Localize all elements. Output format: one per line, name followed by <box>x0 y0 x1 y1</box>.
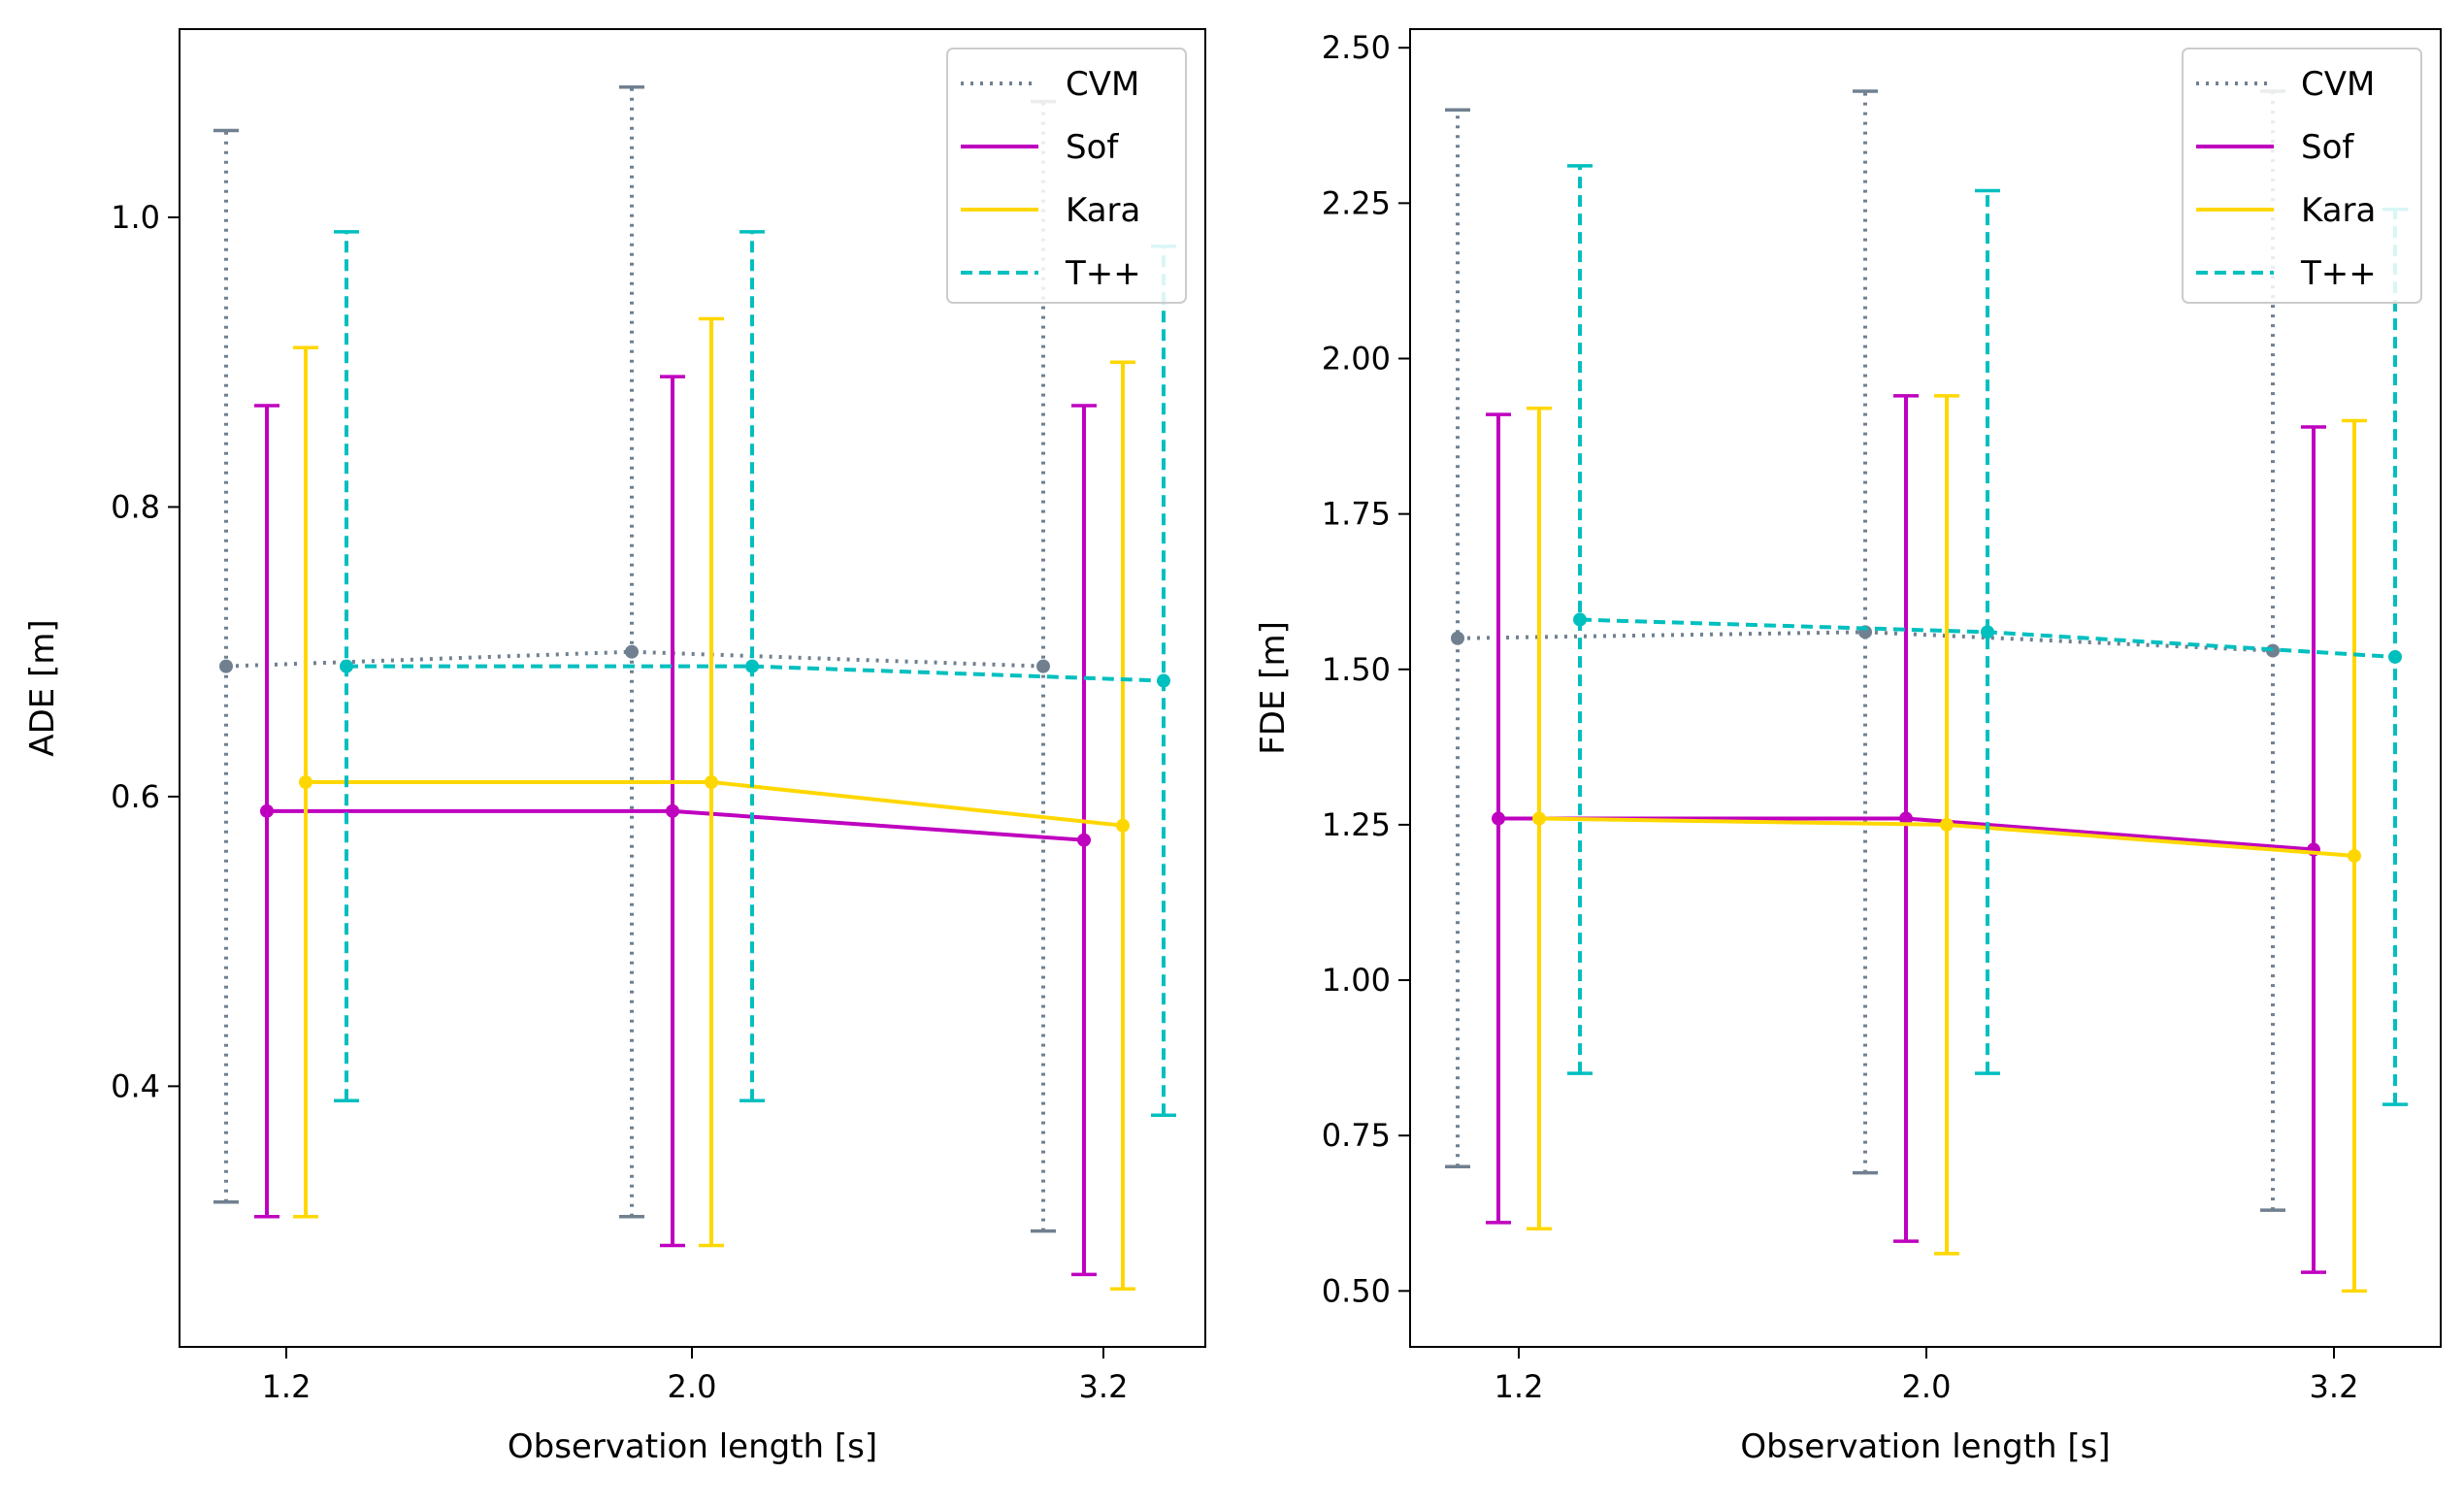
legend-label: CVM <box>1066 65 1139 104</box>
data-point <box>2348 848 2361 863</box>
y-tick-label: 1.50 <box>1322 651 1391 688</box>
data-point <box>1451 631 1464 645</box>
x-tick-label: 2.0 <box>668 1368 717 1405</box>
data-point <box>2388 649 2402 664</box>
data-point <box>1940 817 1954 832</box>
y-tick-label: 0.6 <box>111 778 160 815</box>
x-tick-label: 2.0 <box>1902 1368 1952 1405</box>
y-tick-label: 0.4 <box>111 1067 160 1104</box>
legend-label: Sof <box>2301 128 2354 167</box>
legend-label: Kara <box>1066 191 1140 230</box>
legend: CVM Sof Kara T++ <box>946 48 1187 304</box>
x-tick-label: 1.2 <box>1495 1368 1544 1405</box>
series-line <box>225 649 1044 669</box>
x-tick-label: 3.2 <box>2310 1368 2359 1405</box>
y-tick-label: 1.00 <box>1322 962 1391 999</box>
legend-box <box>946 48 1187 304</box>
legend-label: Kara <box>2301 191 2376 230</box>
legend-label: Sof <box>1066 128 1119 167</box>
data-point <box>260 803 274 818</box>
data-point <box>1573 612 1587 627</box>
data-point <box>1899 811 1913 826</box>
chart-panel-ade: 0.4 0.6 0.8 1.0 1.2 2.0 3.2 Observation length … <box>23 28 1206 1466</box>
data-point <box>299 775 312 789</box>
data-point <box>1532 811 1546 826</box>
y-tick-label: 0.8 <box>111 488 160 525</box>
y-tick-label: 1.75 <box>1322 496 1391 533</box>
y-tick-label: 0.50 <box>1322 1272 1391 1309</box>
data-point <box>1116 818 1130 833</box>
data-point <box>1157 673 1170 688</box>
x-tick-label: 1.2 <box>262 1368 312 1405</box>
series-kara <box>293 316 1135 1292</box>
series-sof <box>1486 394 2326 1274</box>
data-point <box>219 659 233 673</box>
y-tick-label: 1.0 <box>111 199 160 236</box>
legend: CVM Sof Kara T++ <box>2182 48 2422 304</box>
series-kara <box>1527 394 2367 1294</box>
y-tick-label: 1.25 <box>1322 806 1391 843</box>
legend-label: T++ <box>1065 254 1141 293</box>
data-point <box>745 659 759 673</box>
series-tplus <box>334 230 1176 1117</box>
series-line <box>306 780 1124 828</box>
legend-label: CVM <box>2301 65 2375 104</box>
chart-panel-fde: 0.50 0.75 1.00 1.25 1.50 1.75 2.00 2.25 2.50 1.2 2… <box>1254 28 2442 1466</box>
y-tick-label: 0.75 <box>1322 1117 1391 1154</box>
series-sof <box>254 375 1097 1277</box>
legend-label: T++ <box>2300 254 2377 293</box>
legend-box <box>2182 48 2422 304</box>
x-tick-label: 3.2 <box>1079 1368 1129 1405</box>
data-point <box>1981 625 1994 639</box>
y-axis-label: FDE [m] <box>1254 621 1293 755</box>
data-point <box>705 775 718 789</box>
x-axis-label: Observation length [s] <box>1740 1427 2110 1466</box>
y-tick-label: 2.50 <box>1322 29 1391 66</box>
data-point <box>666 803 679 818</box>
y-tick-label: 2.25 <box>1322 184 1391 221</box>
data-point <box>1492 811 1505 826</box>
x-axis-label: Observation length [s] <box>508 1427 877 1466</box>
data-point <box>1077 833 1091 847</box>
data-point <box>625 644 639 659</box>
series-tplus <box>1567 164 2408 1106</box>
series-cvm <box>1445 89 2285 1212</box>
y-axis-label: ADE [m] <box>23 619 62 756</box>
y-tick-label: 2.00 <box>1322 341 1391 377</box>
series-cvm <box>214 84 1056 1233</box>
data-point <box>1036 659 1050 673</box>
data-point <box>340 659 353 673</box>
